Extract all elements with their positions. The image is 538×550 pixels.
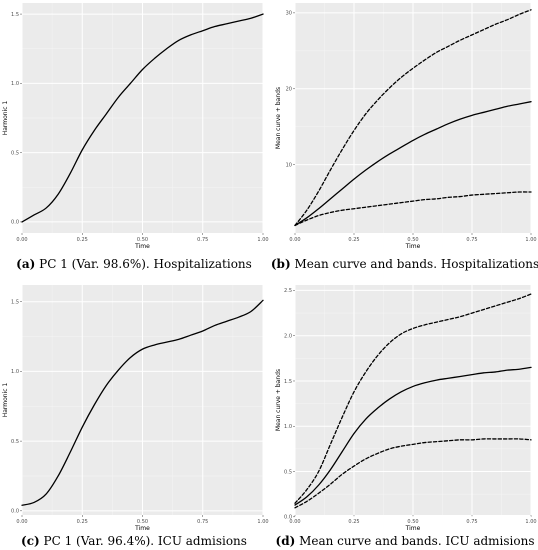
y-tick-label: 1.0: [11, 369, 19, 375]
y-tick-label: 20: [286, 87, 292, 93]
series-line-0: [21, 13, 264, 223]
y-tick-label: 1.0: [11, 81, 19, 87]
y-axis-title: Mean curve + bands: [275, 87, 282, 149]
series-line-0: [21, 299, 264, 506]
y-tick-label: 0.5: [284, 469, 292, 475]
series-line-1: [294, 366, 532, 506]
x-tick-label: 1.00: [525, 519, 536, 525]
x-tick-label: 0.00: [16, 237, 27, 243]
chart-panel-d: 0.00 0.25 0.50 0.75 1.00 0.0 0.5 1.0 1.5 2.0 2.5 Ti…: [275, 285, 537, 532]
x-tick-label: 0.25: [77, 237, 88, 243]
y-tick-label: 1.0: [284, 424, 292, 430]
y-tick-label: 0.0: [284, 515, 292, 521]
y-tick-label: 0.0: [11, 220, 19, 226]
x-tick-label: 0.00: [16, 519, 27, 525]
y-tick-label: 1.5: [11, 300, 19, 306]
x-tick-label: 0.25: [348, 519, 359, 525]
band-line-2: [294, 191, 532, 227]
x-tick-label: 0.75: [197, 519, 208, 525]
x-tick-label: 0.00: [289, 519, 300, 525]
x-tick-label: 0.75: [466, 519, 477, 525]
x-tick-label: 0.75: [197, 237, 208, 243]
y-tick-label: 30: [286, 11, 292, 17]
x-tick-label: 0.25: [77, 519, 88, 525]
y-tick-label: 0.0: [11, 509, 19, 515]
y-tick-label: 2.5: [284, 288, 292, 294]
y-axis-title: Harmonic 1: [2, 383, 9, 418]
caption-b: (b) Mean curve and bands. Hospitalizatio…: [271, 257, 538, 271]
x-tick-label: 0.00: [289, 237, 300, 243]
x-axis-title: Time: [405, 525, 421, 532]
x-axis-title: Time: [134, 525, 150, 532]
x-tick-label: 0.50: [407, 519, 418, 525]
band-line-2: [294, 438, 532, 509]
y-tick-label: 1.5: [284, 379, 292, 385]
x-tick-label: 0.75: [466, 237, 477, 243]
x-tick-label: 0.50: [137, 237, 148, 243]
chart-panel-c: 0.00 0.25 0.50 0.75 1.00 0.0 0.5 1.0 1.5 Time Harm…: [2, 285, 269, 532]
band-line-0: [294, 9, 532, 227]
series-line-1: [294, 101, 532, 227]
x-tick-label: 0.50: [407, 237, 418, 243]
y-tick-label: 10: [286, 162, 292, 168]
caption-a: (a) PC 1 (Var. 98.6%). Hospitalizations: [16, 257, 252, 271]
y-tick-label: 0.5: [11, 439, 19, 445]
y-tick-label: 0.5: [11, 150, 19, 156]
x-tick-label: 1.00: [257, 237, 268, 243]
y-axis-title: Harmonic 1: [2, 101, 9, 136]
chart-panel-a: 0.00 0.25 0.50 0.75 1.00 0.0 0.5 1.0 1.5 Time Harm…: [2, 3, 269, 250]
x-tick-label: 1.00: [525, 237, 536, 243]
y-axis-title: Mean curve + bands: [275, 369, 282, 431]
x-tick-label: 0.25: [348, 237, 359, 243]
x-tick-label: 0.50: [137, 519, 148, 525]
x-axis-title: Time: [405, 243, 421, 250]
band-line-0: [294, 293, 532, 504]
y-tick-label: 1.5: [11, 12, 19, 18]
caption-d: (d) Mean curve and bands. ICU admisions: [276, 534, 535, 548]
y-tick-label: 2.0: [284, 334, 292, 340]
chart-panel-b: 0.00 0.25 0.50 0.75 1.00 10 20 30 Time Mean curve…: [275, 3, 537, 250]
caption-c: (c) PC 1 (Var. 96.4%). ICU admisions: [21, 534, 247, 548]
x-tick-label: 1.00: [257, 519, 268, 525]
x-axis-title: Time: [134, 243, 150, 250]
